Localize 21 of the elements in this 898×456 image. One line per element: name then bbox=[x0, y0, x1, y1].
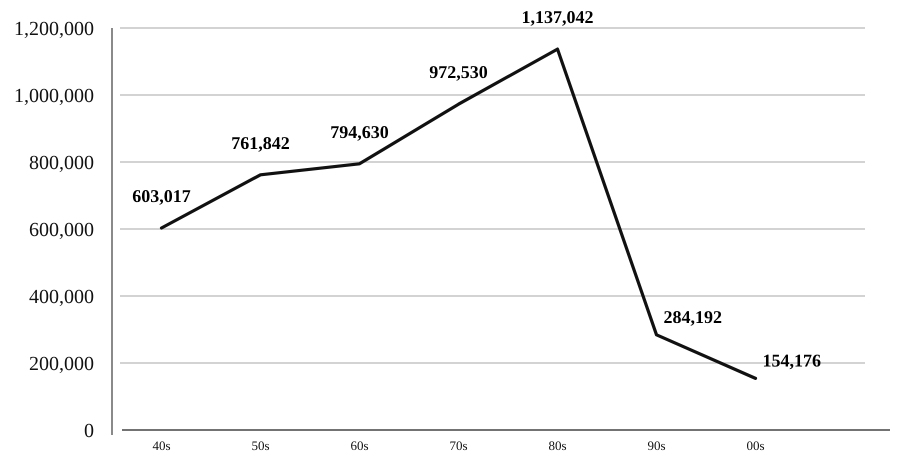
x-tick-label: 70s bbox=[449, 438, 468, 453]
data-label: 794,630 bbox=[330, 122, 389, 142]
x-tick-label: 80s bbox=[548, 438, 567, 453]
y-tick-label: 0 bbox=[84, 420, 94, 442]
data-label: 1,137,042 bbox=[522, 7, 594, 28]
x-tick-label: 50s bbox=[251, 438, 270, 453]
data-label: 603,017 bbox=[132, 186, 191, 206]
y-tick-label: 1,200,000 bbox=[14, 18, 94, 40]
data-label: 284,192 bbox=[664, 306, 722, 327]
x-tick-label: 60s bbox=[350, 438, 369, 453]
y-tick-label: 800,000 bbox=[29, 152, 94, 174]
y-tick-label: 400,000 bbox=[29, 286, 94, 308]
y-tick-label: 600,000 bbox=[29, 219, 94, 241]
x-tick-label: 90s bbox=[647, 438, 666, 453]
data-label: 154,176 bbox=[762, 350, 821, 370]
y-tick-label: 200,000 bbox=[29, 353, 94, 375]
x-tick-label: 00s bbox=[746, 438, 765, 453]
data-label: 972,530 bbox=[429, 62, 488, 82]
y-tick-label: 1,000,000 bbox=[14, 85, 94, 107]
x-tick-label: 40s bbox=[152, 438, 171, 453]
data-label: 761,842 bbox=[231, 132, 290, 153]
